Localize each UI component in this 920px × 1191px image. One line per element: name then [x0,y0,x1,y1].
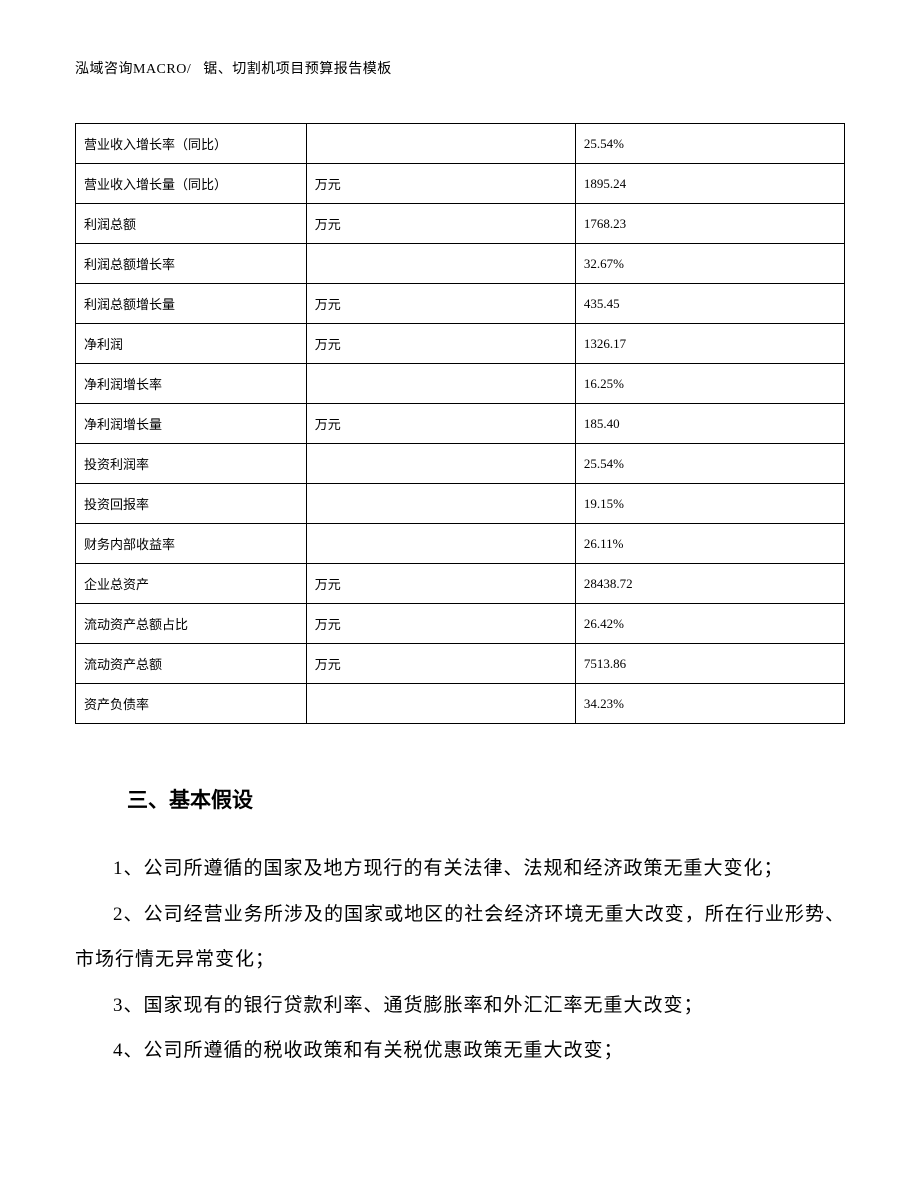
table-row: 净利润 万元 1326.17 [76,324,845,364]
cell-value: 1895.24 [575,164,844,204]
cell-label: 流动资产总额 [76,644,307,684]
cell-value: 26.42% [575,604,844,644]
paragraph: 1、公司所遵循的国家及地方现行的有关法律、法规和经济政策无重大变化； [75,846,845,892]
table-row: 流动资产总额 万元 7513.86 [76,644,845,684]
cell-label: 投资回报率 [76,484,307,524]
cell-value: 26.11% [575,524,844,564]
table-row: 流动资产总额占比 万元 26.42% [76,604,845,644]
cell-unit: 万元 [306,404,575,444]
page-header: 泓域咨询MACRO/ 锯、切割机项目预算报告模板 [75,58,845,78]
cell-unit: 万元 [306,604,575,644]
cell-value: 435.45 [575,284,844,324]
cell-unit: 万元 [306,204,575,244]
cell-unit [306,684,575,724]
cell-label: 资产负债率 [76,684,307,724]
cell-value: 19.15% [575,484,844,524]
cell-value: 185.40 [575,404,844,444]
table-row: 投资回报率 19.15% [76,484,845,524]
cell-unit: 万元 [306,324,575,364]
section-heading: 三、基本假设 [127,784,845,814]
cell-label: 利润总额增长率 [76,244,307,284]
cell-unit: 万元 [306,564,575,604]
header-company: 泓域咨询MACRO/ [75,62,191,77]
cell-label: 流动资产总额占比 [76,604,307,644]
cell-unit [306,124,575,164]
cell-value: 25.54% [575,444,844,484]
table-row: 企业总资产 万元 28438.72 [76,564,845,604]
table-row: 财务内部收益率 26.11% [76,524,845,564]
cell-unit [306,524,575,564]
table-row: 净利润增长率 16.25% [76,364,845,404]
cell-unit [306,244,575,284]
table-row: 资产负债率 34.23% [76,684,845,724]
cell-value: 1326.17 [575,324,844,364]
financial-table: 营业收入增长率（同比） 25.54% 营业收入增长量（同比） 万元 1895.2… [75,123,845,724]
cell-label: 投资利润率 [76,444,307,484]
cell-label: 利润总额增长量 [76,284,307,324]
cell-label: 营业收入增长率（同比） [76,124,307,164]
cell-value: 1768.23 [575,204,844,244]
cell-value: 32.67% [575,244,844,284]
table-row: 净利润增长量 万元 185.40 [76,404,845,444]
cell-label: 财务内部收益率 [76,524,307,564]
cell-label: 利润总额 [76,204,307,244]
table-row: 投资利润率 25.54% [76,444,845,484]
cell-label: 净利润增长量 [76,404,307,444]
cell-value: 28438.72 [575,564,844,604]
table-row: 利润总额 万元 1768.23 [76,204,845,244]
cell-label: 企业总资产 [76,564,307,604]
cell-unit: 万元 [306,284,575,324]
table-body: 营业收入增长率（同比） 25.54% 营业收入增长量（同比） 万元 1895.2… [76,124,845,724]
header-doc-title: 锯、切割机项目预算报告模板 [203,62,392,77]
cell-label: 营业收入增长量（同比） [76,164,307,204]
cell-value: 25.54% [575,124,844,164]
paragraph: 3、国家现有的银行贷款利率、通货膨胀率和外汇汇率无重大改变； [75,983,845,1029]
table-row: 利润总额增长率 32.67% [76,244,845,284]
cell-unit [306,484,575,524]
cell-value: 34.23% [575,684,844,724]
cell-unit [306,444,575,484]
table-row: 营业收入增长量（同比） 万元 1895.24 [76,164,845,204]
paragraph: 4、公司所遵循的税收政策和有关税优惠政策无重大改变； [75,1028,845,1074]
cell-unit: 万元 [306,644,575,684]
paragraph: 2、公司经营业务所涉及的国家或地区的社会经济环境无重大改变，所在行业形势、市场行… [75,892,845,983]
cell-unit: 万元 [306,164,575,204]
table-row: 营业收入增长率（同比） 25.54% [76,124,845,164]
cell-value: 16.25% [575,364,844,404]
cell-unit [306,364,575,404]
cell-value: 7513.86 [575,644,844,684]
table-row: 利润总额增长量 万元 435.45 [76,284,845,324]
cell-label: 净利润 [76,324,307,364]
cell-label: 净利润增长率 [76,364,307,404]
